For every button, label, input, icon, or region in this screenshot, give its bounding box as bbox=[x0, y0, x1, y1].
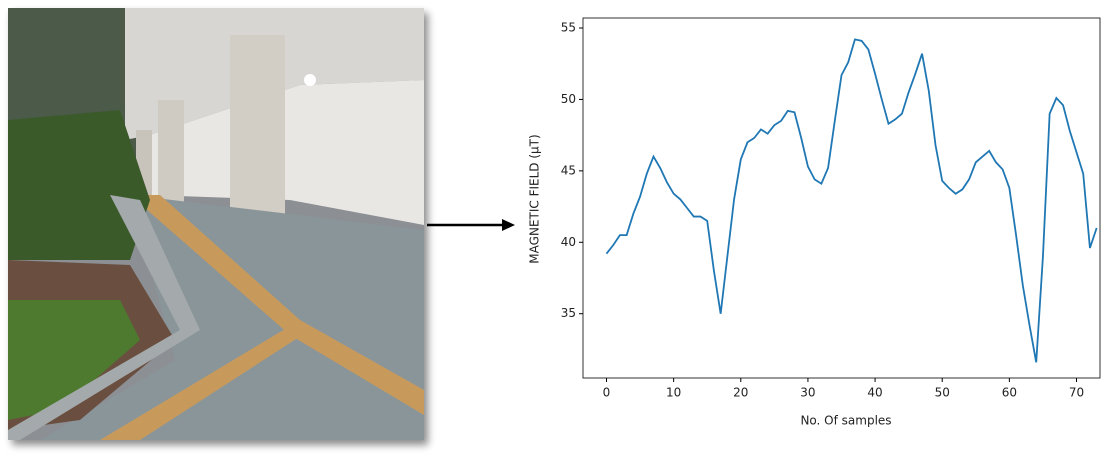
x-tick-label: 20 bbox=[733, 386, 748, 400]
x-tick-label: 10 bbox=[666, 386, 681, 400]
y-tick-label: 55 bbox=[561, 21, 576, 35]
photo bbox=[8, 8, 424, 440]
arrow bbox=[427, 219, 515, 231]
x-tick-label: 60 bbox=[1002, 386, 1017, 400]
x-axis-label: No. Of samples bbox=[800, 414, 891, 428]
x-tick-label: 50 bbox=[935, 386, 950, 400]
y-tick-label: 40 bbox=[561, 235, 576, 249]
y-tick-label: 50 bbox=[561, 92, 576, 106]
y-tick-label: 45 bbox=[561, 163, 576, 177]
x-tick-label: 30 bbox=[800, 386, 815, 400]
y-tick-label: 35 bbox=[561, 306, 576, 320]
plot-frame bbox=[583, 18, 1100, 378]
x-tick-label: 40 bbox=[867, 386, 882, 400]
x-tick-label: 0 bbox=[603, 386, 611, 400]
x-tick-label: 70 bbox=[1069, 386, 1084, 400]
data-line bbox=[607, 39, 1097, 362]
y-axis-label: MAGNETIC FIELD (µT) bbox=[528, 134, 542, 263]
figure: No. Of samples MAGNETIC FIELD (µT) 35 40 4… bbox=[0, 0, 1117, 455]
